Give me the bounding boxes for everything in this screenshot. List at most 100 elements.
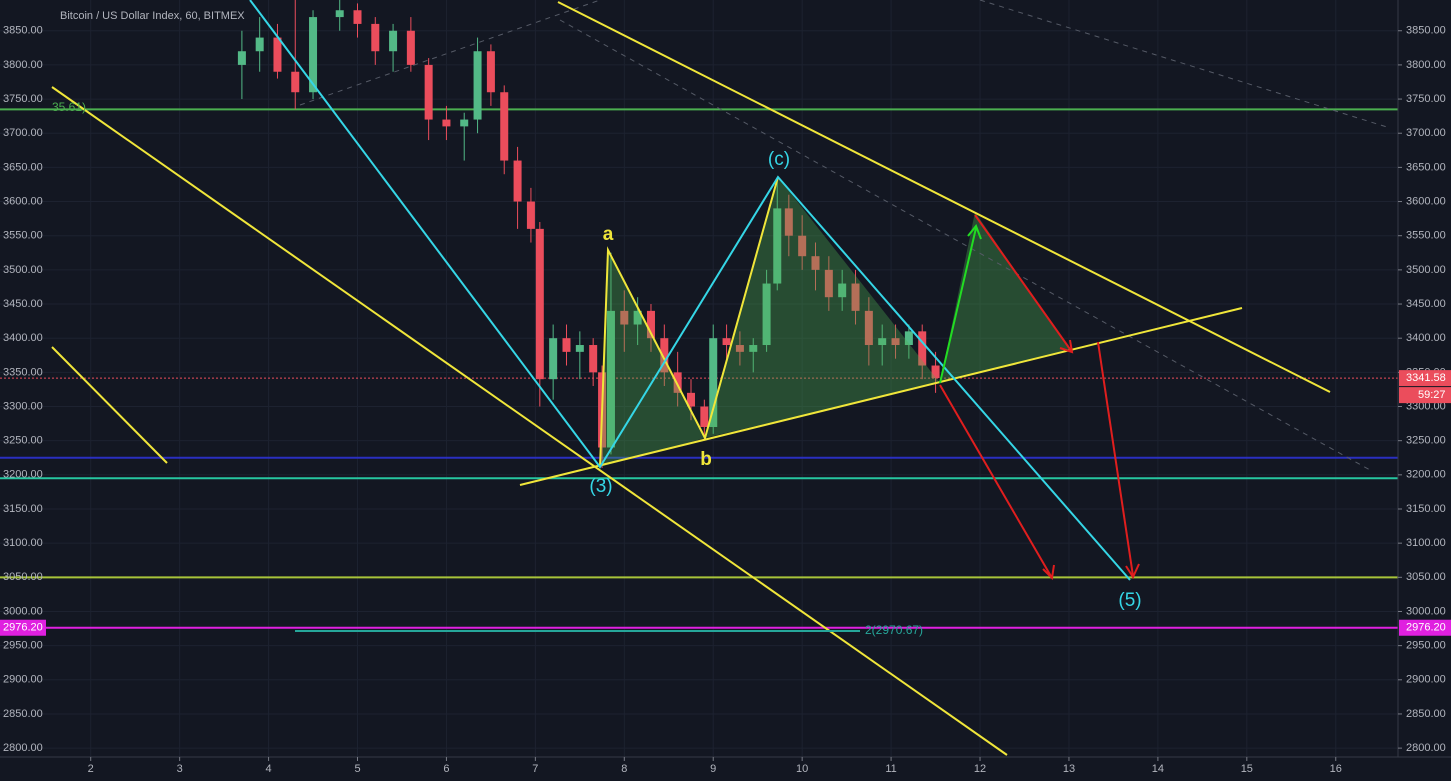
candle-body [513,160,522,202]
y-tick-label: 3100.00 [3,537,43,549]
x-tick-label: 10 [796,763,808,775]
x-tick-label: 2 [88,763,94,775]
dashed-line [979,0,1391,129]
y-tick-label: 3800.00 [3,59,43,71]
y-tick-label: 2800.00 [1406,742,1446,754]
candle-body [918,331,927,366]
candle-body [371,23,380,52]
y-tick-label: 3150.00 [3,503,43,515]
candle-body [660,338,669,373]
candle-body [646,310,655,339]
candle-body [500,92,509,161]
candle-body [620,310,629,325]
y-tick-label: 2800.00 [3,742,43,754]
wave-line [249,0,1131,581]
timer-tag [1399,387,1451,404]
candle-body [673,372,682,393]
candle-body [851,283,860,311]
trend-line [51,346,168,464]
candle-body [589,345,598,373]
annotation: (3) [589,476,612,497]
level-tag [0,619,46,636]
candle-body [473,51,482,120]
x-tick-label: 14 [1152,763,1164,775]
y-tick-label: 3250.00 [1406,435,1446,447]
y-tick-label: 3600.00 [3,195,43,207]
y-tick-label: 3700.00 [3,127,43,139]
y-tick-label: 3350.00 [3,366,43,378]
y-tick-label: 3000.00 [1406,605,1446,617]
candle-body [811,256,820,270]
x-tick-label: 16 [1330,763,1342,775]
arrow [939,384,1053,579]
levels [0,108,1398,629]
y-tick-label: 3400.00 [3,332,43,344]
y-tick-label: 3750.00 [1406,93,1446,105]
y-tick-label: 3450.00 [1406,298,1446,310]
annotation: b [700,449,712,470]
candle-body [762,283,771,346]
timer-label: 59:27 [1418,389,1446,401]
x-tick-label: 9 [710,763,716,775]
candle-body [255,37,264,52]
axes: 2800.00 2800.00 2850.00 2850.00 2900.00 2900.… [0,25,1451,775]
dashed-line [559,19,1371,471]
y-tick-label: 3550.00 [1406,230,1446,242]
y-tick-label: 3600.00 [1406,195,1446,207]
dashed-line [299,0,601,106]
y-tick-label: 3450.00 [3,298,43,310]
y-tick-label: 3300.00 [3,400,43,412]
annotation: (5) [1118,590,1141,611]
candle-body [389,30,398,52]
candle-body [784,208,793,236]
y-tick-label: 2850.00 [3,708,43,720]
annotation: a [603,224,614,245]
candle-body [486,51,495,93]
candle-body [606,310,615,448]
wave-line [599,176,779,468]
annotation: (c) [768,149,790,170]
candle-body [773,208,782,284]
pattern-fill [940,212,1070,383]
arrow-head [1042,564,1055,581]
level-label: 2976.20 [1406,622,1446,634]
candle-body [864,310,873,346]
x-tick-label: 13 [1063,763,1075,775]
arrow-head [967,224,982,240]
candle-body [424,64,433,120]
drawings [51,0,1391,756]
y-tick-label: 3500.00 [3,264,43,276]
x-tick-label: 12 [974,763,986,775]
candle-body [309,17,318,93]
price-tag [1399,370,1451,387]
arrow [1097,341,1134,577]
trend-line [51,86,1008,756]
trend-line [519,307,1243,486]
x-tick-label: 11 [885,763,896,775]
candle-body [700,406,709,428]
y-tick-label: 3700.00 [1406,127,1446,139]
chart-title: Bitcoin / US Dollar Index, 60, BITMEX [60,10,245,22]
candle-body [798,235,807,257]
x-tick-label: 7 [532,763,538,775]
candle-body [562,338,571,352]
annotation: 35.61) [52,100,86,114]
candle-body [749,345,758,352]
arrow [939,227,977,384]
candle-body [686,392,695,407]
x-tick-label: 5 [354,763,360,775]
level-label: 2976.20 [3,622,43,634]
annotation: 2(2970.67) [865,623,923,637]
pattern-fill [600,250,705,467]
x-tick-label: 8 [621,763,627,775]
candle-body [904,331,913,346]
y-tick-label: 2950.00 [1406,640,1446,652]
candle-body [824,269,833,298]
candle-body [237,51,246,65]
y-tick-label: 2900.00 [3,674,43,686]
y-tick-label: 3200.00 [1406,469,1446,481]
candle-body [722,338,731,346]
candle-body [878,338,887,346]
